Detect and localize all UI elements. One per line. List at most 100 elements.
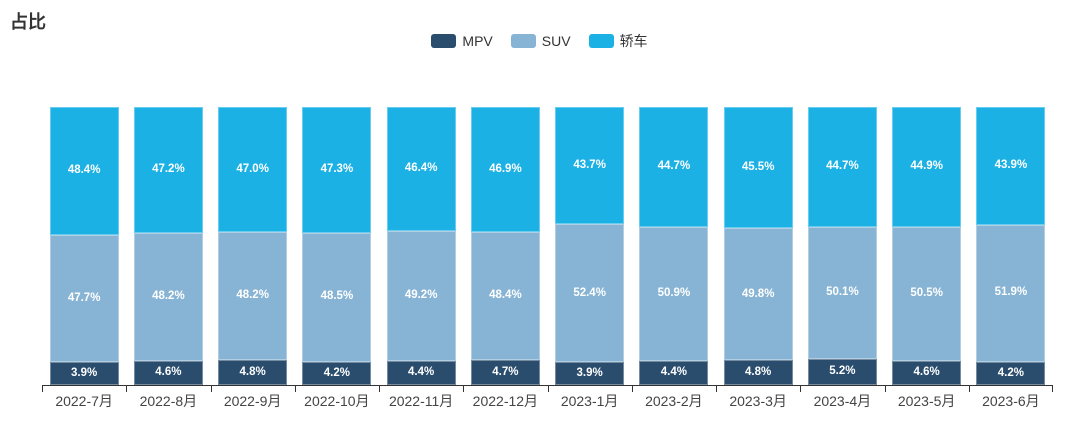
bar-segment-MPV[interactable]: 4.6% xyxy=(892,360,962,385)
bar-segment-SUV[interactable]: 48.2% xyxy=(218,232,288,361)
legend-item-轿车[interactable]: 轿车 xyxy=(588,31,648,51)
bar-segment-SUV[interactable]: 52.4% xyxy=(555,224,625,363)
segment-value-label: 4.8% xyxy=(745,365,772,378)
segment-value-label: 44.9% xyxy=(910,160,943,173)
bar-segment-SUV[interactable]: 49.2% xyxy=(386,230,456,362)
bar-segment-轿车[interactable]: 44.7% xyxy=(807,107,877,227)
axis-tick xyxy=(210,386,212,392)
legend-swatch-MPV xyxy=(431,34,457,48)
axis-tick xyxy=(716,386,717,392)
axis-tick xyxy=(1052,386,1053,392)
segment-value-label: 47.3% xyxy=(320,163,354,176)
bar-segment-SUV[interactable]: 47.7% xyxy=(49,235,119,363)
legend-item-SUV[interactable]: SUV xyxy=(510,33,571,49)
bar-slot: 4.6% 48.2% 47.2% xyxy=(126,107,210,385)
x-axis-label: 2022-8月 xyxy=(139,393,198,409)
bar-segment-轿车[interactable]: 44.9% xyxy=(892,107,962,228)
bar-segment-SUV[interactable]: 49.8% xyxy=(723,228,793,361)
bar-segment-MPV[interactable]: 3.9% xyxy=(555,362,625,385)
stacked-bar-2022-10月: 4.2% 48.5% 47.3% xyxy=(302,107,372,385)
x-axis-label: 2022-11月 xyxy=(388,393,454,409)
bar-slot: 4.2% 51.9% 43.9% xyxy=(969,107,1053,385)
segment-value-label: 46.4% xyxy=(404,162,438,175)
segment-value-label: 47.0% xyxy=(236,162,269,175)
segment-value-label: 47.7% xyxy=(67,292,101,305)
segment-value-label: 4.8% xyxy=(239,365,266,378)
stacked-bar-2022-7月: 3.9% 47.7% 48.4% xyxy=(49,107,119,385)
bar-segment-SUV[interactable]: 48.2% xyxy=(133,232,203,361)
segment-value-label: 48.5% xyxy=(320,290,354,303)
bar-segment-MPV[interactable]: 4.2% xyxy=(976,361,1046,385)
segment-value-label: 3.9% xyxy=(576,366,603,379)
bar-segment-轿车[interactable]: 45.5% xyxy=(723,107,793,229)
stacked-bar-2023-1月: 3.9% 52.4% 43.7% xyxy=(555,107,625,385)
stacked-bar-2023-2月: 4.4% 50.9% 44.7% xyxy=(639,107,709,385)
bar-segment-轿车[interactable]: 43.9% xyxy=(976,107,1046,225)
segment-value-label: 48.4% xyxy=(67,164,101,177)
legend: MPV SUV 轿车 xyxy=(0,31,1079,51)
x-axis-ticks xyxy=(42,386,1053,392)
x-axis-label: 2022-9月 xyxy=(223,393,282,409)
segment-value-label: 4.2% xyxy=(997,366,1024,379)
bar-segment-SUV[interactable]: 50.5% xyxy=(892,227,962,361)
bar-segment-MPV[interactable]: 4.4% xyxy=(386,361,456,385)
stacked-bar-2022-12月: 4.7% 48.4% 46.9% xyxy=(470,107,540,385)
legend-swatch-轿车 xyxy=(588,34,614,48)
bar-segment-轿车[interactable]: 43.7% xyxy=(555,107,625,225)
bar-segment-MPV[interactable]: 4.8% xyxy=(723,360,793,385)
bar-segment-SUV[interactable]: 50.9% xyxy=(639,226,709,362)
bar-segment-MPV[interactable]: 5.2% xyxy=(807,359,877,385)
segment-value-label: 45.5% xyxy=(741,160,775,173)
page-title: 占比 xyxy=(10,12,46,32)
axis-tick xyxy=(42,386,43,392)
bar-segment-轿车[interactable]: 47.0% xyxy=(218,107,288,233)
legend-item-MPV[interactable]: MPV xyxy=(431,33,493,49)
axis-tick xyxy=(631,386,633,392)
bar-segment-MPV[interactable]: 4.6% xyxy=(133,360,203,385)
bar-segment-SUV[interactable]: 50.1% xyxy=(807,226,877,360)
bar-slot: 4.4% 49.2% 46.4% xyxy=(379,107,463,385)
stacked-bar-2023-3月: 4.8% 49.8% 45.5% xyxy=(723,107,793,385)
x-axis-label: 2023-1月 xyxy=(560,393,619,409)
x-axis-labels: 2022-7月 2022-8月 2022-9月 2022-10月 2022-11月 202… xyxy=(42,391,1053,411)
bar-slot: 4.4% 50.9% 44.7% xyxy=(632,107,716,385)
legend-swatch-SUV xyxy=(510,34,536,48)
segment-value-label: 4.4% xyxy=(660,366,687,379)
segment-value-label: 43.9% xyxy=(994,159,1028,172)
bar-segment-MPV[interactable]: 4.4% xyxy=(639,361,709,385)
plot-area: 3.9% 47.7% 48.4% 4.6% 48.2% 47.2% 4.8% 48.2% 47.… xyxy=(42,107,1053,386)
axis-tick xyxy=(463,386,465,392)
bar-segment-轿车[interactable]: 46.4% xyxy=(386,107,456,231)
bar-segment-SUV[interactable]: 48.5% xyxy=(302,232,372,362)
bar-segment-轿车[interactable]: 47.3% xyxy=(302,107,372,233)
bar-segment-MPV[interactable]: 4.7% xyxy=(470,360,540,385)
legend-label: SUV xyxy=(541,33,571,49)
bar-segment-轿车[interactable]: 48.4% xyxy=(49,107,119,236)
bar-segment-SUV[interactable]: 51.9% xyxy=(976,224,1046,362)
x-axis-label: 2023-4月 xyxy=(813,393,872,409)
bar-segment-MPV[interactable]: 4.2% xyxy=(302,361,372,385)
segment-value-label: 44.7% xyxy=(826,160,859,173)
axis-tick xyxy=(968,386,970,392)
segment-value-label: 43.7% xyxy=(573,158,606,171)
segment-value-label: 50.5% xyxy=(910,287,943,300)
axis-tick xyxy=(379,386,380,392)
segment-value-label: 5.2% xyxy=(829,365,856,378)
bar-segment-SUV[interactable]: 48.4% xyxy=(470,231,540,361)
bar-segment-MPV[interactable]: 4.8% xyxy=(218,360,288,385)
stacked-bar-2022-9月: 4.8% 48.2% 47.0% xyxy=(218,107,288,385)
bar-segment-MPV[interactable]: 3.9% xyxy=(49,362,119,385)
segment-value-label: 49.2% xyxy=(404,289,438,302)
bar-slot: 4.7% 48.4% 46.9% xyxy=(463,107,547,385)
axis-tick xyxy=(126,386,128,392)
bar-segment-轿车[interactable]: 46.9% xyxy=(470,107,540,232)
stacked-bar-2022-11月: 4.4% 49.2% 46.4% xyxy=(386,107,456,385)
segment-value-label: 4.7% xyxy=(492,365,519,378)
legend-label: MPV xyxy=(462,33,493,49)
axis-tick xyxy=(884,386,886,392)
legend-label: 轿车 xyxy=(619,33,648,49)
stacked-bar-2023-4月: 5.2% 50.1% 44.7% xyxy=(807,107,877,385)
segment-value-label: 52.4% xyxy=(573,286,606,299)
bar-segment-轿车[interactable]: 44.7% xyxy=(639,107,709,227)
bar-segment-轿车[interactable]: 47.2% xyxy=(133,107,203,233)
